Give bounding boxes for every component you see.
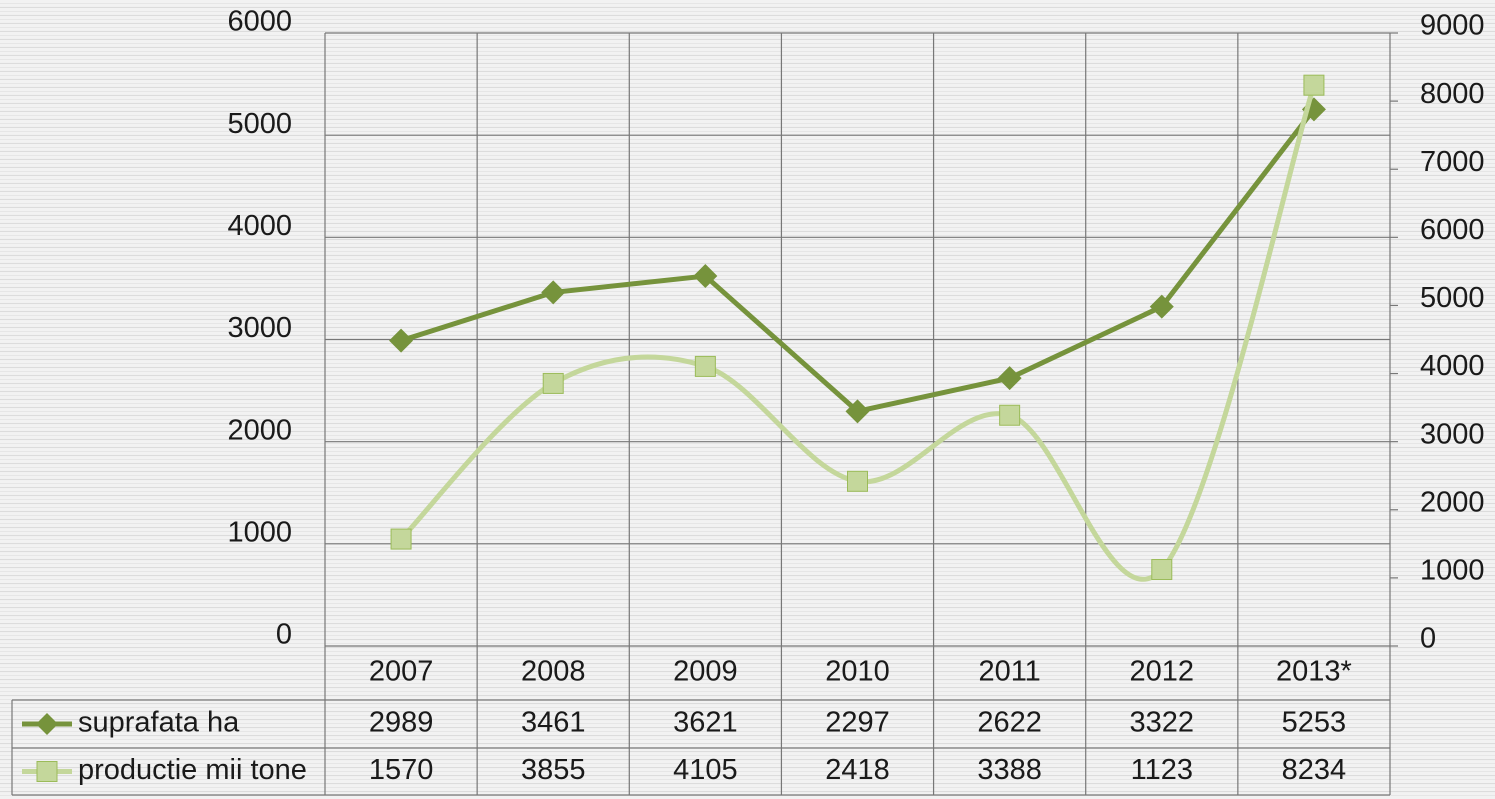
data-point <box>845 399 870 424</box>
x-tick-label: 2008 <box>521 656 586 688</box>
table-value: 2989 <box>369 707 434 739</box>
legend-label: suprafata ha <box>78 707 240 739</box>
y2-tick-label: 0 <box>1420 623 1436 655</box>
y2-tick-label: 5000 <box>1420 282 1485 314</box>
data-point <box>847 470 868 492</box>
x-tick-label: 2010 <box>825 656 890 688</box>
y-tick-label: 2000 <box>227 414 292 446</box>
table-value: 8234 <box>1282 754 1347 786</box>
y-tick-label: 3000 <box>227 312 292 344</box>
table-value: 5253 <box>1282 707 1347 739</box>
series-line <box>399 84 1317 582</box>
y2-tick-label: 3000 <box>1420 418 1485 450</box>
table-value: 3855 <box>521 754 586 786</box>
table-value: 3621 <box>673 707 738 739</box>
x-tick-label: 2011 <box>978 656 1040 688</box>
y-tick-label: 5000 <box>227 108 292 140</box>
table-value: 4105 <box>673 754 738 786</box>
table-value: 1570 <box>369 754 434 786</box>
series-line <box>400 107 1316 415</box>
x-tick-label: 2009 <box>673 656 738 688</box>
legend-marker <box>36 713 58 735</box>
data-point <box>390 528 412 550</box>
data-point <box>694 355 716 377</box>
table-value: 3322 <box>1130 707 1195 739</box>
y2-tick-label: 2000 <box>1420 486 1485 518</box>
data-point <box>541 280 566 305</box>
y-tick-label: 0 <box>276 619 292 651</box>
x-tick-label: 2013* <box>1276 656 1352 688</box>
data-point <box>1303 74 1325 96</box>
x-tick-label: 2007 <box>369 656 434 688</box>
y2-tick-label: 7000 <box>1420 146 1485 178</box>
data-point <box>1151 559 1173 581</box>
data-point <box>389 328 414 353</box>
table-value: 3461 <box>521 707 586 739</box>
data-point <box>997 366 1022 391</box>
table-value: 1123 <box>1131 754 1193 786</box>
y2-tick-label: 8000 <box>1420 78 1485 110</box>
y-tick-label: 4000 <box>227 210 292 242</box>
data-point <box>1149 294 1174 319</box>
data-point <box>693 264 718 289</box>
y2-tick-label: 9000 <box>1420 10 1485 42</box>
legend-marker <box>36 761 58 782</box>
table-value: 3388 <box>977 754 1042 786</box>
table-value: 2622 <box>977 707 1042 739</box>
legend-label: productie mii tone <box>78 754 307 786</box>
y-tick-label: 6000 <box>227 6 292 38</box>
y-tick-label: 1000 <box>227 516 292 548</box>
y2-tick-label: 1000 <box>1420 555 1485 587</box>
table-value: 2418 <box>825 754 890 786</box>
data-point <box>542 372 564 394</box>
table-value: 2297 <box>825 707 890 739</box>
y2-tick-label: 6000 <box>1420 214 1485 246</box>
y2-tick-label: 4000 <box>1420 350 1485 382</box>
x-tick-label: 2012 <box>1130 656 1195 688</box>
data-point <box>999 404 1021 426</box>
